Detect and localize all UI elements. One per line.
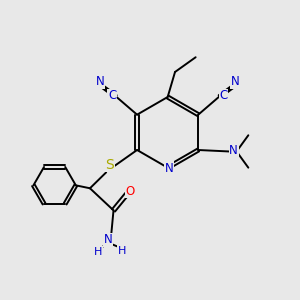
Text: N: N [229, 144, 238, 158]
Text: N: N [231, 75, 240, 88]
Text: H: H [118, 246, 126, 256]
Text: C: C [219, 89, 227, 102]
Text: H: H [94, 247, 103, 256]
Text: N: N [96, 75, 104, 88]
Text: O: O [126, 185, 135, 198]
Text: N: N [165, 162, 173, 175]
Text: C: C [108, 89, 116, 102]
Text: S: S [105, 158, 114, 172]
Text: N: N [104, 233, 112, 246]
